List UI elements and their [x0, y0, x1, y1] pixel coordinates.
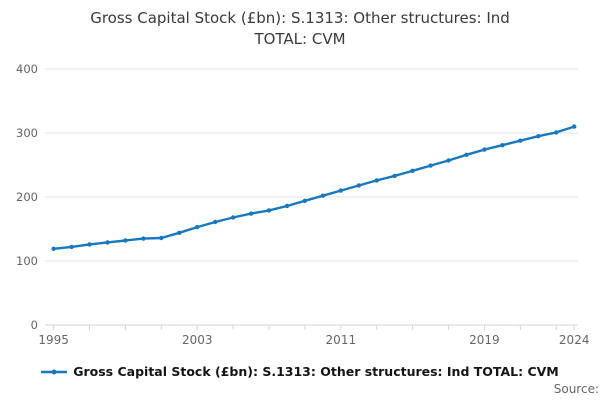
- data-point-marker[interactable]: [446, 158, 451, 163]
- data-point-marker[interactable]: [213, 219, 218, 225]
- data-point-marker[interactable]: [554, 130, 559, 135]
- data-point-marker[interactable]: [230, 215, 236, 220]
- data-point-marker[interactable]: [482, 147, 487, 152]
- y-tick-label: 400: [16, 62, 38, 76]
- data-point-marker[interactable]: [392, 173, 397, 179]
- x-tick-label: 2003: [182, 333, 213, 347]
- data-point-marker[interactable]: [87, 242, 92, 247]
- data-point-marker[interactable]: [105, 240, 110, 245]
- data-point-marker[interactable]: [320, 193, 326, 198]
- chart-title-line-1: Gross Capital Stock (£bn): S.1313: Other…: [90, 9, 510, 27]
- data-point-marker[interactable]: [374, 178, 379, 183]
- chart-title: Gross Capital Stock (£bn): S.1313: Other…: [0, 8, 600, 50]
- data-point-marker[interactable]: [302, 198, 308, 203]
- data-point-marker[interactable]: [338, 188, 343, 193]
- x-tick-label: 2019: [469, 333, 500, 347]
- x-tick-label: 1995: [38, 333, 69, 347]
- y-tick-label: 0: [31, 318, 38, 332]
- legend-line-marker-icon: [41, 369, 68, 374]
- legend-label: Gross Capital Stock (£bn): S.1313: Other…: [73, 364, 559, 379]
- data-point-marker[interactable]: [123, 238, 128, 243]
- x-tick-label: 2011: [326, 333, 357, 347]
- y-tick-label: 200: [16, 190, 38, 204]
- y-tick-label: 300: [16, 126, 38, 140]
- source-label: Source:: [553, 382, 599, 396]
- data-point-marker[interactable]: [195, 224, 200, 230]
- data-point-marker[interactable]: [410, 168, 415, 173]
- data-point-marker[interactable]: [500, 143, 505, 148]
- data-point-marker[interactable]: [69, 244, 74, 250]
- data-point-marker[interactable]: [159, 235, 164, 241]
- data-point-marker[interactable]: [177, 230, 182, 235]
- x-tick-label: 2024: [559, 333, 590, 347]
- data-point-marker[interactable]: [518, 138, 523, 143]
- data-point-marker[interactable]: [428, 163, 433, 168]
- data-point-marker[interactable]: [248, 211, 254, 216]
- series-line: [52, 125, 576, 251]
- data-point-marker[interactable]: [536, 134, 541, 139]
- data-point-marker[interactable]: [356, 183, 361, 188]
- data-point-marker[interactable]: [141, 236, 146, 241]
- data-point-marker[interactable]: [51, 246, 56, 251]
- data-point-marker[interactable]: [464, 152, 469, 157]
- y-tick-label: 100: [16, 254, 38, 268]
- data-point-marker[interactable]: [266, 208, 272, 213]
- chart-title-line-2: TOTAL: CVM: [254, 30, 346, 48]
- legend-item[interactable]: Gross Capital Stock (£bn): S.1313: Other…: [0, 363, 600, 379]
- data-point-marker[interactable]: [572, 124, 577, 129]
- data-point-marker[interactable]: [284, 203, 290, 209]
